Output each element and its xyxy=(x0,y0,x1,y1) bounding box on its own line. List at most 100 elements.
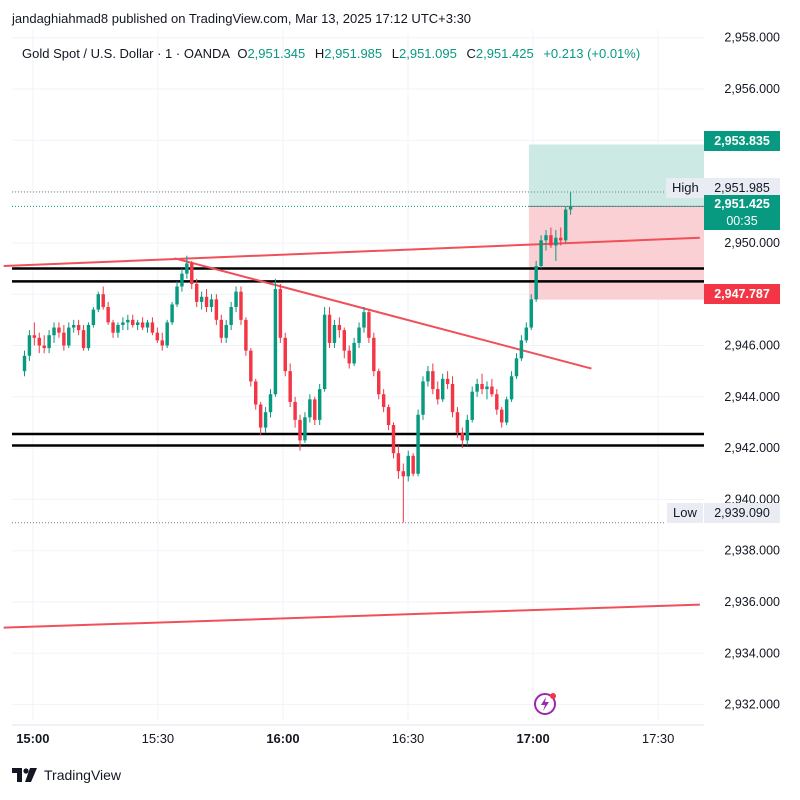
candle-body xyxy=(244,319,248,351)
candle-body xyxy=(150,322,155,333)
close-label: C xyxy=(466,46,476,61)
candle-body xyxy=(131,319,135,325)
open-value: 2,951.345 xyxy=(247,46,306,61)
x-axis[interactable]: 15:00 15:30 16:00 16:30 17:00 17:30 xyxy=(16,731,674,746)
y-tick-label: 2,932.000 xyxy=(724,698,780,712)
horizontal-levels[interactable] xyxy=(12,267,704,447)
trendline xyxy=(3,236,700,267)
candle-body xyxy=(450,383,455,413)
candle-body xyxy=(317,389,322,420)
y-tick-label: 2,950.000 xyxy=(724,236,780,250)
candle-body xyxy=(194,283,199,302)
candle-body xyxy=(145,322,150,328)
y-tick-label: 2,956.000 xyxy=(724,82,780,96)
candle-body xyxy=(303,417,307,441)
candle-body xyxy=(426,371,430,382)
stop-zone xyxy=(528,206,704,300)
candle-body xyxy=(411,455,415,474)
y-tick-label: 2,938.000 xyxy=(724,544,780,558)
candle-body xyxy=(27,335,32,356)
footer: TradingView xyxy=(12,767,121,783)
high-value: 2,951.985 xyxy=(324,46,383,61)
candle-body xyxy=(32,335,37,338)
candle-body xyxy=(386,407,391,426)
candle-body xyxy=(155,332,160,341)
candle-body xyxy=(288,371,292,402)
candle-body xyxy=(337,324,342,331)
y-tick-label: 2,944.000 xyxy=(724,390,780,404)
low-label-tag: Low xyxy=(667,503,703,523)
candle-body xyxy=(514,358,519,377)
x-tick-label: 15:30 xyxy=(142,731,175,746)
candle-body xyxy=(391,425,396,454)
candle-body xyxy=(475,383,479,392)
publisher-line: jandaghiahmad8 published on TradingView.… xyxy=(12,11,472,26)
candle-body xyxy=(283,337,287,372)
candle-body xyxy=(568,206,573,210)
candle-body xyxy=(273,289,278,395)
candle-body xyxy=(258,404,263,428)
candle-body xyxy=(549,235,553,246)
candle-body xyxy=(342,330,347,351)
candle-body xyxy=(367,312,371,338)
candle-body xyxy=(401,471,406,477)
stop-price-tag[interactable]: 2,947.787 xyxy=(704,284,780,304)
low-price-tag: 2,939.090 xyxy=(704,503,780,523)
current-price-tag[interactable]: 2,951.425 xyxy=(704,195,780,213)
candle-body xyxy=(67,327,71,346)
candle-body xyxy=(485,386,489,390)
candle-body xyxy=(234,291,238,308)
candle-body xyxy=(71,324,76,328)
candle-body xyxy=(170,304,174,323)
y-tick-label: 2,958.000 xyxy=(724,31,780,45)
lightning-icon[interactable] xyxy=(533,690,559,716)
candle-body xyxy=(293,401,297,420)
candle-body xyxy=(480,383,484,390)
candle-body xyxy=(22,355,27,372)
candle-body xyxy=(529,299,533,328)
candle-body xyxy=(504,399,509,423)
candle-body xyxy=(101,294,105,308)
candle-body xyxy=(229,307,233,325)
tradingview-logo-icon[interactable] xyxy=(12,768,38,782)
candle-body xyxy=(278,289,283,338)
high-label: H xyxy=(314,46,325,61)
candle-body xyxy=(313,399,317,420)
candle-body xyxy=(52,327,56,336)
y-tick-label: 2,936.000 xyxy=(724,595,780,609)
candle-body xyxy=(500,409,504,423)
candle-body xyxy=(81,330,86,349)
close-value: 2,951.425 xyxy=(475,46,534,61)
candle-body xyxy=(416,414,420,474)
candle-body xyxy=(470,391,474,420)
y-tick-label: 2,940.000 xyxy=(724,492,780,506)
candle-body xyxy=(160,340,164,346)
candle-body xyxy=(465,419,470,441)
target-price-tag[interactable]: 2,953.835 xyxy=(704,131,780,151)
candle-body xyxy=(37,337,41,346)
trendline xyxy=(3,603,700,629)
candle-body xyxy=(57,327,61,333)
candle-body xyxy=(140,322,145,328)
candle-body xyxy=(263,412,268,428)
candle-body xyxy=(455,412,460,433)
candle-body xyxy=(431,371,435,390)
low-value: 2,951.095 xyxy=(399,46,457,61)
footer-brand[interactable]: TradingView xyxy=(44,767,122,783)
candle-body xyxy=(436,389,440,400)
candle-body xyxy=(185,263,189,274)
candle-body xyxy=(214,299,219,320)
x-tick-label: 16:30 xyxy=(392,731,425,746)
candle-body xyxy=(47,335,51,349)
symbol-name[interactable]: Gold Spot / U.S. Dollar · 1 · OANDA xyxy=(22,46,231,61)
candle-body xyxy=(445,378,450,384)
candle-body xyxy=(268,394,273,413)
candle-body xyxy=(126,319,130,323)
candle-body xyxy=(239,291,243,320)
y-tick-label: 2,934.000 xyxy=(724,646,780,660)
position-tool[interactable] xyxy=(12,144,704,300)
change-value: +0.213 (+0.01%) xyxy=(543,46,641,61)
candle-body xyxy=(180,273,184,287)
x-tick-label: 17:30 xyxy=(642,731,675,746)
